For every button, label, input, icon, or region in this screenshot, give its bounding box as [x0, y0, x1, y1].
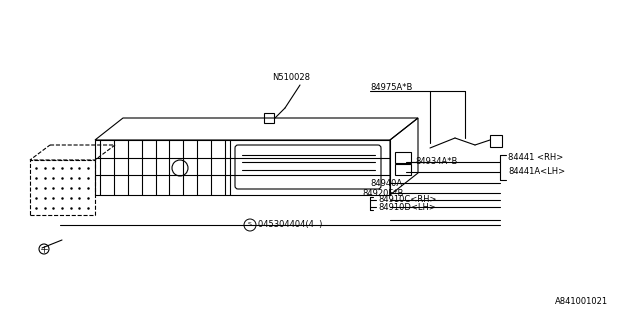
Text: 84441 <RH>: 84441 <RH> — [508, 154, 563, 163]
Text: 84920F*B: 84920F*B — [362, 188, 403, 197]
Bar — [395, 152, 411, 163]
Text: 84910C<RH>: 84910C<RH> — [378, 196, 436, 204]
Text: 84441A<LH>: 84441A<LH> — [508, 167, 565, 177]
Text: N510028: N510028 — [272, 74, 310, 83]
Text: A841001021: A841001021 — [555, 298, 608, 307]
Text: S: S — [248, 222, 252, 228]
Bar — [395, 164, 411, 175]
Bar — [264, 113, 274, 123]
Text: 84975A*B: 84975A*B — [370, 84, 412, 92]
Text: 84910D<LH>: 84910D<LH> — [378, 203, 436, 212]
Text: 84934A*B: 84934A*B — [415, 157, 458, 166]
Text: 045304404(4  ): 045304404(4 ) — [258, 220, 323, 229]
Bar — [490, 135, 502, 147]
Text: 84940A: 84940A — [370, 179, 402, 188]
